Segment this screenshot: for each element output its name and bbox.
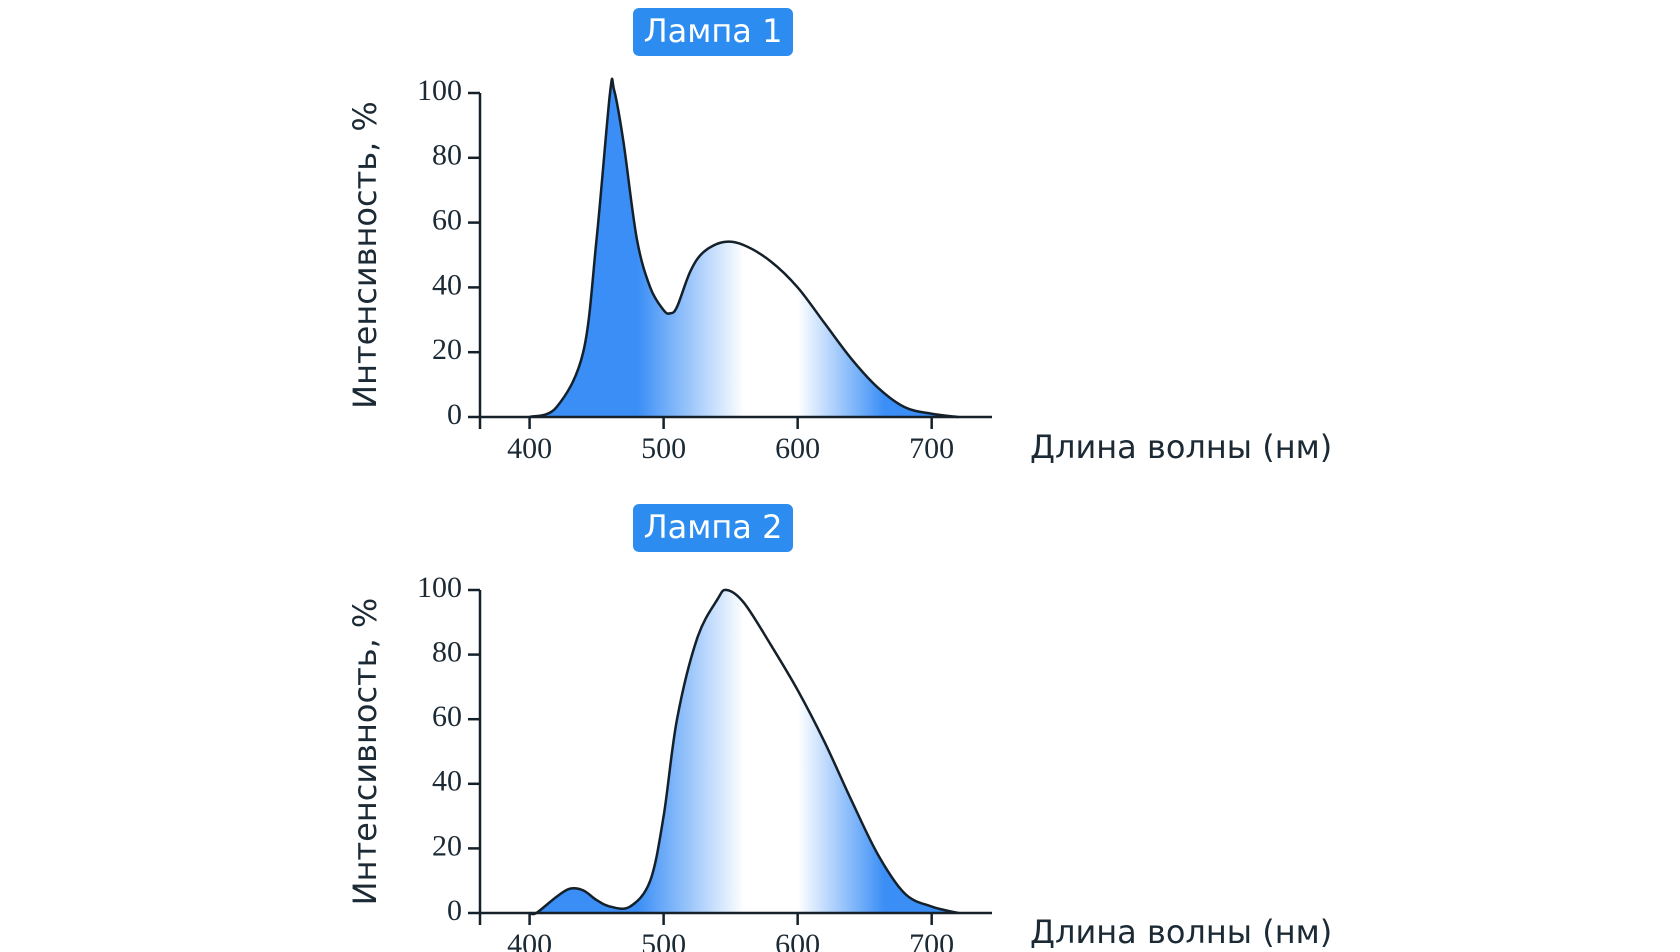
x-tick-label: 700 bbox=[909, 432, 954, 465]
title-badge bbox=[633, 8, 793, 56]
x-tick-label: 500 bbox=[641, 928, 686, 952]
x-tick-label: 400 bbox=[507, 432, 552, 465]
y-tick-label: 40 bbox=[432, 268, 462, 301]
y-tick-label: 40 bbox=[432, 765, 462, 798]
x-tick-label: 600 bbox=[775, 432, 820, 465]
y-tick-label: 80 bbox=[432, 139, 462, 172]
area-fill bbox=[529, 589, 959, 915]
area-fill bbox=[529, 78, 959, 418]
y-axis-label: Интенсивность, % bbox=[346, 101, 384, 409]
spectrum-line bbox=[529, 588, 959, 916]
y-tick-label: 80 bbox=[432, 635, 462, 668]
title-badge bbox=[633, 504, 793, 552]
chart-title: Лампа 2 bbox=[644, 508, 783, 546]
x-axis-label: Длина волны (нм) bbox=[1030, 913, 1332, 951]
x-tick-label: 500 bbox=[641, 432, 686, 465]
y-axis-label: Интенсивность, % bbox=[346, 598, 384, 906]
y-tick-label: 0 bbox=[447, 894, 462, 927]
x-tick-label: 600 bbox=[775, 928, 820, 952]
x-tick-label: 700 bbox=[909, 928, 954, 952]
y-tick-label: 60 bbox=[432, 700, 462, 733]
x-tick-label: 400 bbox=[507, 928, 552, 952]
y-tick-label: 20 bbox=[432, 829, 462, 862]
spectrum-line bbox=[529, 77, 959, 419]
y-tick-label: 60 bbox=[432, 203, 462, 236]
y-tick-label: 100 bbox=[417, 74, 462, 107]
y-tick-label: 0 bbox=[447, 398, 462, 431]
y-tick-label: 20 bbox=[432, 333, 462, 366]
chart-title: Лампа 1 bbox=[644, 12, 783, 50]
y-tick-label: 100 bbox=[417, 571, 462, 604]
x-axis-label: Длина волны (нм) bbox=[1030, 428, 1332, 466]
